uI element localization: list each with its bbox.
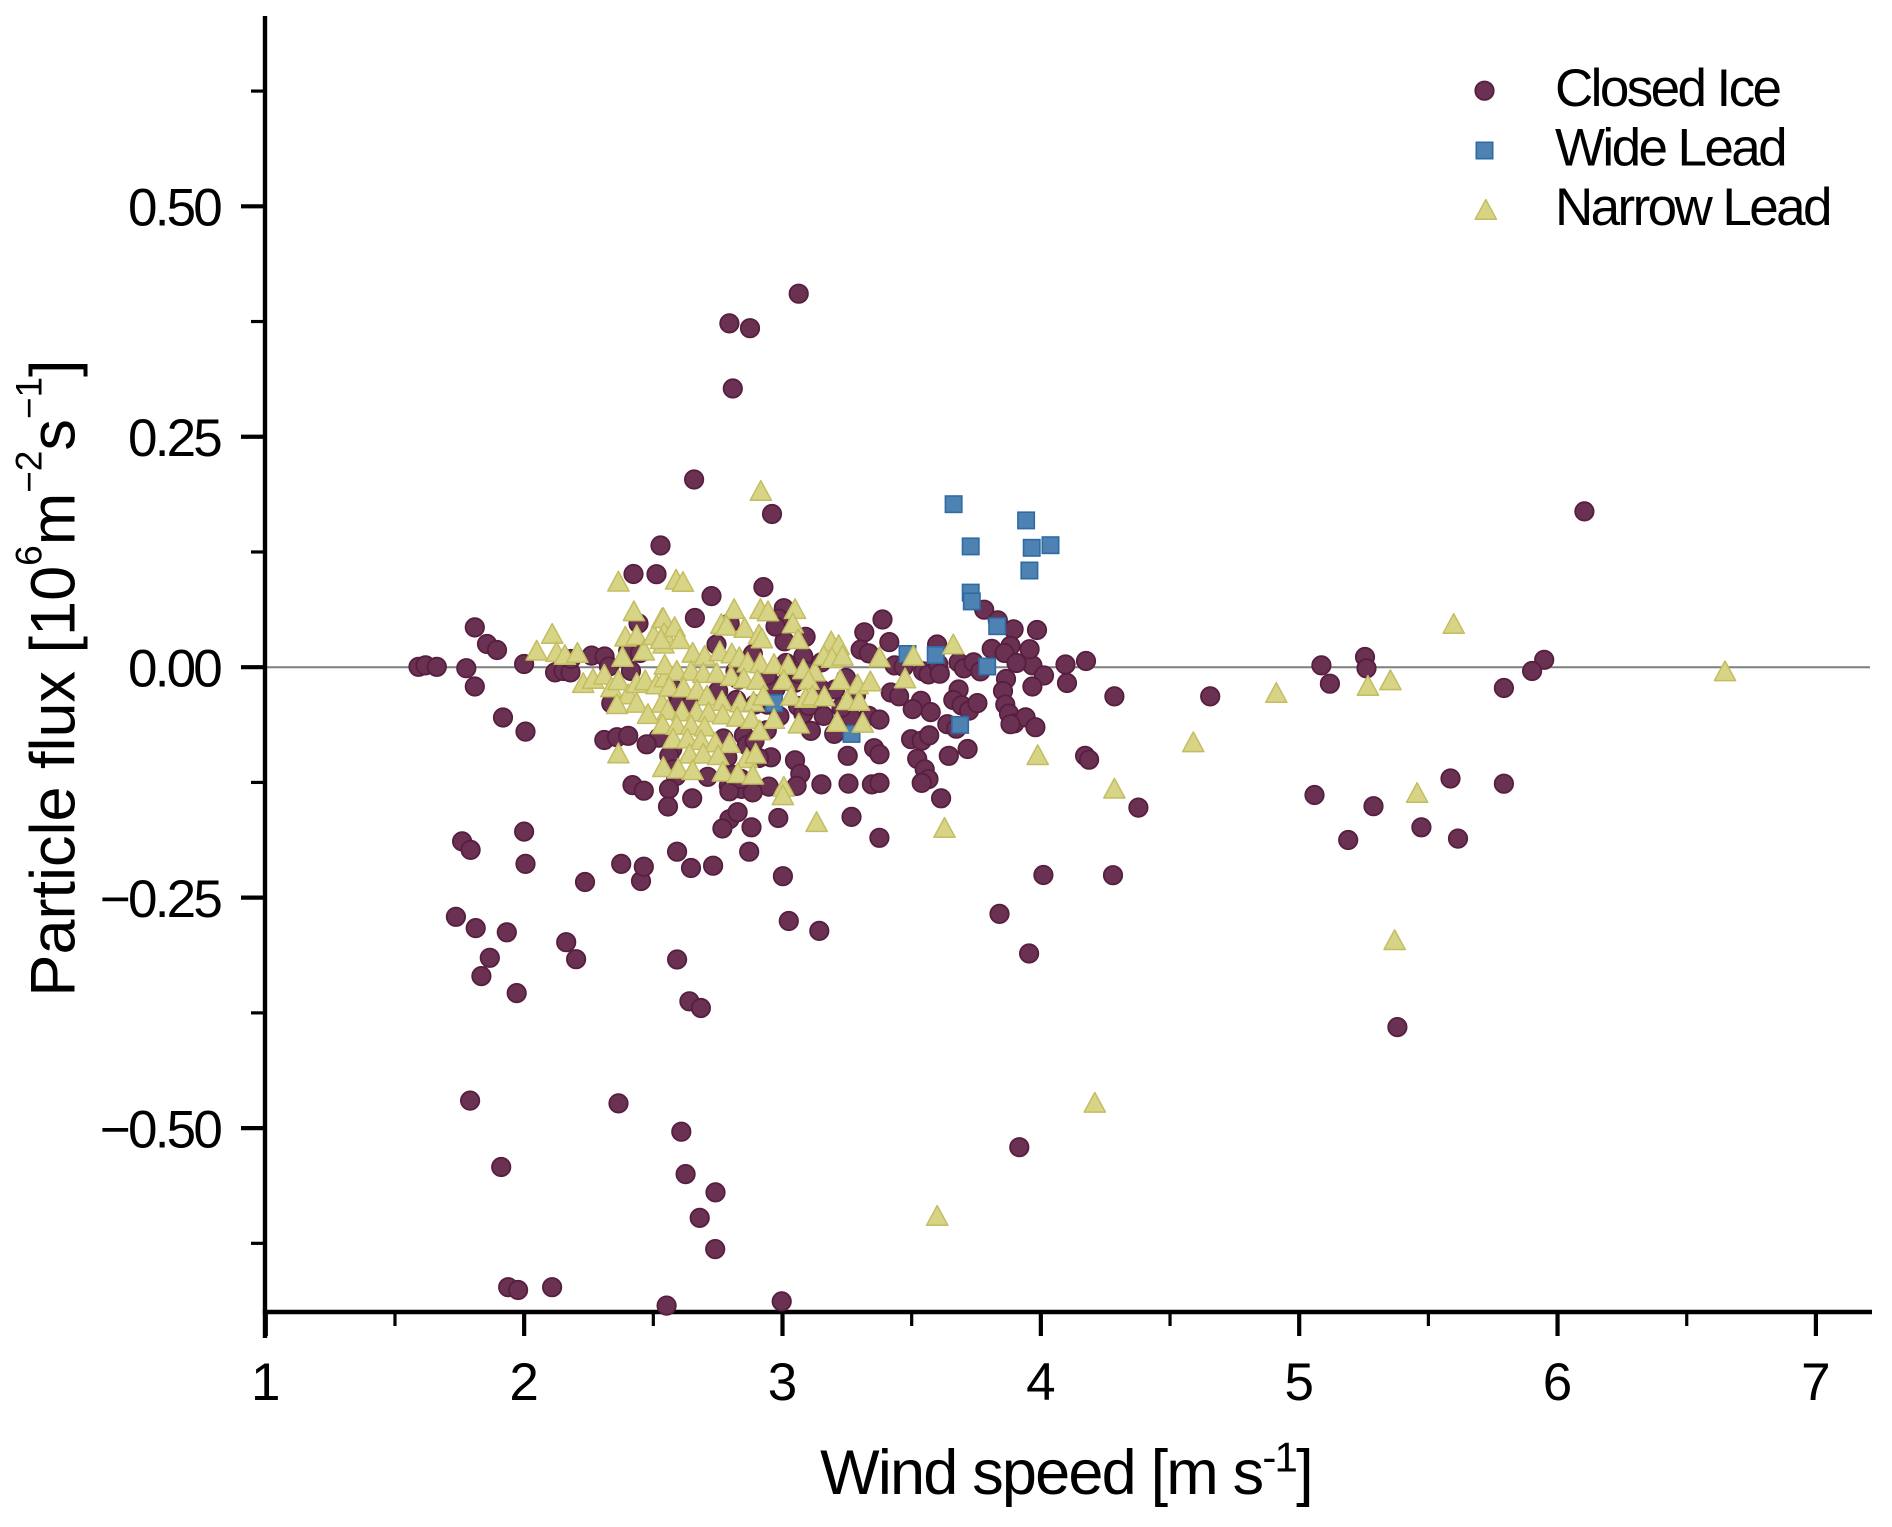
svg-text:Narrow Lead: Narrow Lead [1555, 178, 1830, 237]
svg-text:−0.50: −0.50 [100, 1100, 221, 1159]
svg-text:Closed Ice: Closed Ice [1555, 59, 1781, 118]
svg-text:2: 2 [509, 1353, 538, 1412]
svg-text:5: 5 [1284, 1353, 1313, 1412]
svg-text:0.50: 0.50 [128, 179, 221, 238]
svg-text:7: 7 [1801, 1353, 1830, 1412]
svg-text:0.25: 0.25 [128, 409, 221, 468]
svg-text:6: 6 [1543, 1353, 1572, 1412]
svg-text:4: 4 [1026, 1353, 1055, 1412]
svg-text:−0.25: −0.25 [100, 870, 221, 929]
svg-text:0.00: 0.00 [128, 640, 221, 699]
svg-text:3: 3 [768, 1353, 797, 1412]
svg-text:Wind speed [m s-1]: Wind speed [m s-1] [820, 1434, 1312, 1509]
svg-text:1: 1 [251, 1353, 280, 1412]
svg-text:Wide Lead: Wide Lead [1555, 119, 1785, 178]
